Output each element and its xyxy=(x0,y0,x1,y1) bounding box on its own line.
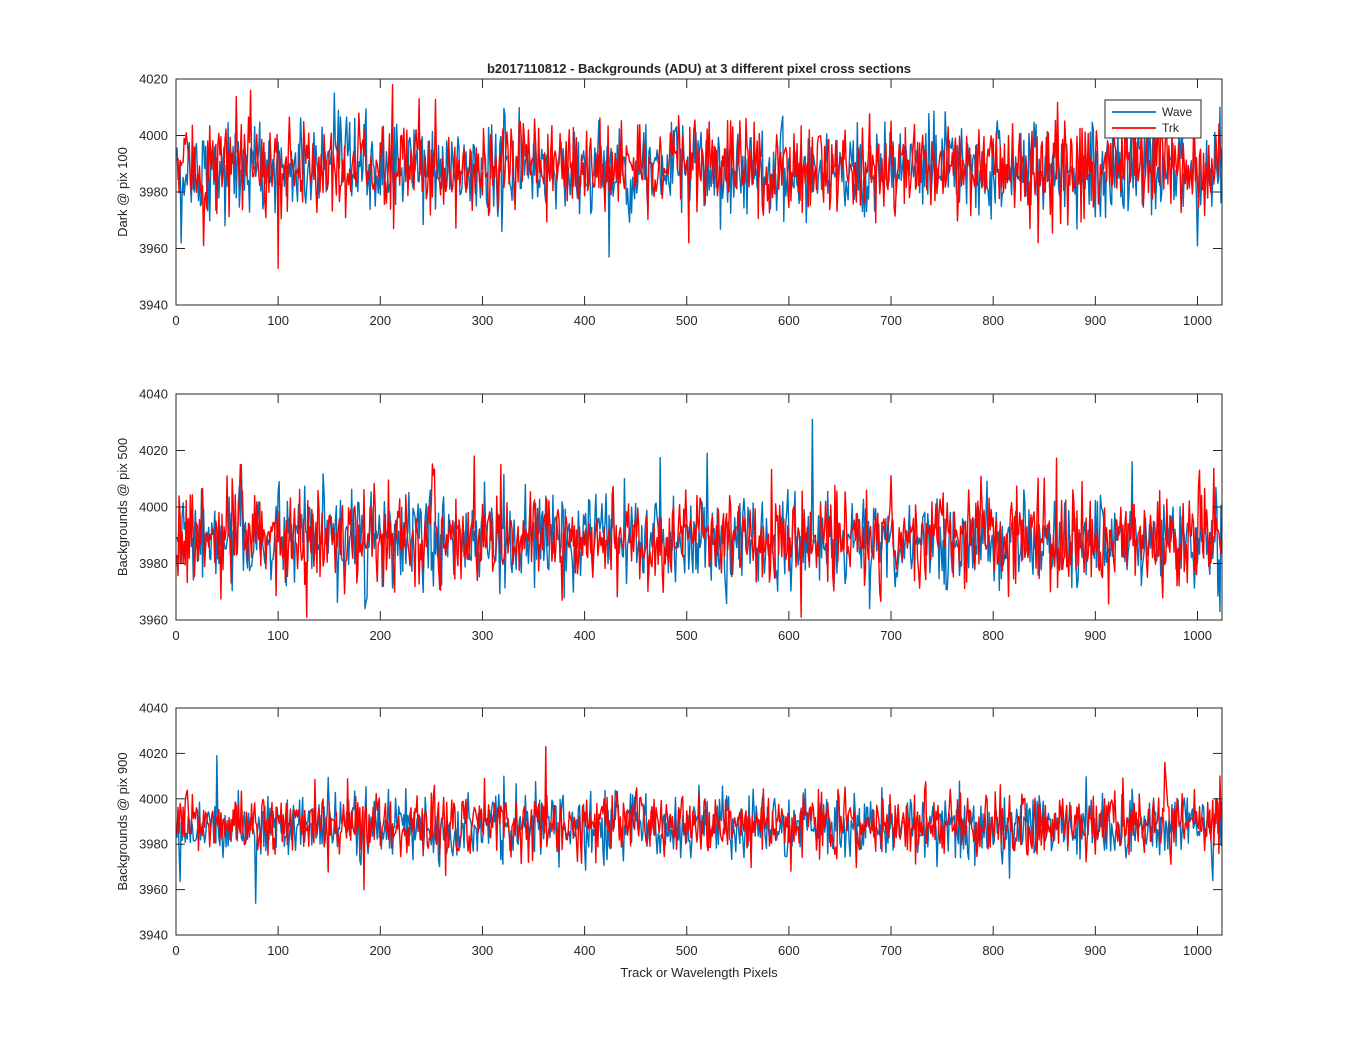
x-tick-label: 700 xyxy=(880,628,902,643)
y-tick-label: 4000 xyxy=(139,500,168,515)
x-tick-label: 200 xyxy=(369,943,391,958)
x-tick-label: 400 xyxy=(574,313,596,328)
x-axis-label: Track or Wavelength Pixels xyxy=(620,965,778,980)
x-tick-label: 0 xyxy=(172,943,179,958)
axes-frame xyxy=(175,707,1223,936)
x-tick-label: 1000 xyxy=(1183,943,1212,958)
y-tick-label: 4020 xyxy=(139,443,168,458)
x-tick-label: 500 xyxy=(676,943,698,958)
x-tick-label: 100 xyxy=(267,628,289,643)
figure-title: b2017110812 - Backgrounds (ADU) at 3 dif… xyxy=(487,61,911,76)
y-tick-label: 4000 xyxy=(139,791,168,806)
y-tick-label: 3980 xyxy=(139,185,168,200)
legend: Wave Trk xyxy=(1104,99,1202,139)
y-tick-label: 3980 xyxy=(139,556,168,571)
x-tick-label: 300 xyxy=(472,628,494,643)
x-tick-label: 600 xyxy=(778,943,800,958)
series-line-trk xyxy=(176,83,1222,269)
subplot-3: 0 100 200 300 400 500 600 700 800 900 1000 3940 3960… xyxy=(115,701,1223,958)
x-tick-label: 100 xyxy=(267,943,289,958)
x-tick-label: 800 xyxy=(982,628,1004,643)
x-tick-label: 100 xyxy=(267,313,289,328)
x-tick-label: 600 xyxy=(778,313,800,328)
x-tick-label: 1000 xyxy=(1183,628,1212,643)
y-tick-label: 3980 xyxy=(139,837,168,852)
legend-label-trk: Trk xyxy=(1162,121,1180,135)
x-tick-label: 800 xyxy=(982,313,1004,328)
x-tick-label: 400 xyxy=(574,628,596,643)
series-line-trk xyxy=(176,455,1222,618)
legend-box xyxy=(1104,99,1202,139)
legend-label-wave: Wave xyxy=(1162,105,1193,119)
x-tick-label: 200 xyxy=(369,628,391,643)
y-tick-label: 3960 xyxy=(139,613,168,628)
y-axis-label: Dark @ pix 100 xyxy=(115,147,130,237)
y-axis-label: Backgrounds @ pix 500 xyxy=(115,438,130,576)
y-tick-label: 3960 xyxy=(139,882,168,897)
series-line-trk xyxy=(176,745,1222,891)
x-tick-label: 800 xyxy=(982,943,1004,958)
x-tick-label: 900 xyxy=(1084,313,1106,328)
y-tick-label: 3940 xyxy=(139,298,168,313)
x-tick-label: 500 xyxy=(676,628,698,643)
x-tick-label: 700 xyxy=(880,313,902,328)
x-tick-label: 500 xyxy=(676,313,698,328)
plot-area xyxy=(176,394,1222,620)
y-tick-label: 4020 xyxy=(139,746,168,761)
x-tick-label: 700 xyxy=(880,943,902,958)
subplot-1: 0 100 200 300 400 500 600 700 800 900 1000 3940 3960… xyxy=(115,72,1223,328)
x-tick-label: 200 xyxy=(369,313,391,328)
y-tick-label: 4040 xyxy=(139,701,168,716)
y-tick-label: 3960 xyxy=(139,241,168,256)
y-tick-label: 4000 xyxy=(139,128,168,143)
y-tick-label: 3940 xyxy=(139,928,168,943)
y-tick-label: 4020 xyxy=(139,72,168,87)
y-tick-label: 4040 xyxy=(139,387,168,402)
x-tick-label: 0 xyxy=(172,313,179,328)
y-axis-label: Backgrounds @ pix 900 xyxy=(115,752,130,890)
x-tick-label: 1000 xyxy=(1183,313,1212,328)
x-tick-label: 300 xyxy=(472,313,494,328)
x-tick-label: 400 xyxy=(574,943,596,958)
subplot-2: 0 100 200 300 400 500 600 700 800 900 1000 3960 3980… xyxy=(115,387,1223,643)
x-tick-label: 300 xyxy=(472,943,494,958)
x-tick-label: 900 xyxy=(1084,943,1106,958)
x-tick-label: 0 xyxy=(172,628,179,643)
x-tick-label: 900 xyxy=(1084,628,1106,643)
x-tick-label: 600 xyxy=(778,628,800,643)
